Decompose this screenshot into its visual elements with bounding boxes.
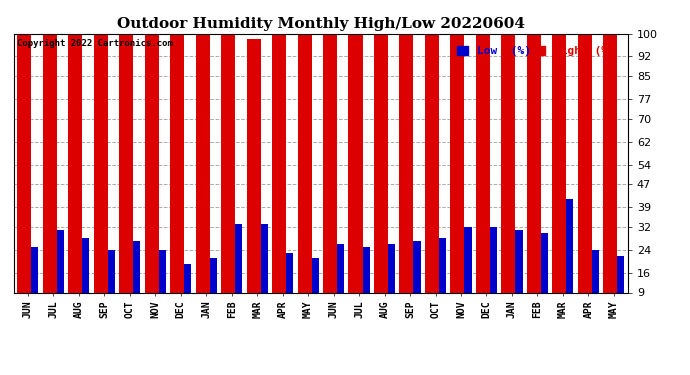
- Bar: [502, 34, 515, 318]
- Bar: [68, 34, 82, 318]
- Bar: [618, 255, 624, 318]
- Bar: [235, 224, 242, 318]
- Bar: [119, 34, 133, 318]
- Bar: [31, 247, 39, 318]
- Bar: [108, 250, 115, 318]
- Bar: [17, 34, 31, 318]
- Bar: [261, 224, 268, 318]
- Bar: [145, 34, 159, 318]
- Bar: [337, 244, 344, 318]
- Bar: [374, 34, 388, 318]
- Bar: [603, 34, 618, 318]
- Bar: [413, 242, 421, 318]
- Bar: [272, 34, 286, 318]
- Bar: [451, 34, 464, 318]
- Bar: [464, 227, 471, 318]
- Bar: [221, 34, 235, 318]
- Bar: [348, 34, 362, 318]
- Bar: [57, 230, 64, 318]
- Bar: [388, 244, 395, 318]
- Bar: [170, 34, 184, 318]
- Bar: [184, 264, 191, 318]
- Bar: [286, 253, 293, 318]
- Bar: [400, 34, 413, 318]
- Bar: [425, 34, 439, 318]
- Title: Outdoor Humidity Monthly High/Low 20220604: Outdoor Humidity Monthly High/Low 202206…: [117, 17, 525, 31]
- Bar: [541, 233, 548, 318]
- Bar: [323, 34, 337, 318]
- Bar: [566, 199, 573, 318]
- Bar: [297, 34, 312, 318]
- Bar: [553, 34, 566, 318]
- Bar: [515, 230, 522, 318]
- Bar: [312, 258, 319, 318]
- Bar: [490, 227, 497, 318]
- Bar: [592, 250, 599, 318]
- Bar: [43, 34, 57, 318]
- Bar: [246, 39, 261, 318]
- Bar: [210, 258, 217, 318]
- Bar: [133, 242, 140, 318]
- Bar: [82, 238, 89, 318]
- Bar: [578, 34, 592, 318]
- Text: Copyright 2022 Cartronics.com: Copyright 2022 Cartronics.com: [17, 39, 172, 48]
- Bar: [195, 34, 210, 318]
- Legend: Low  (%), High  (%): Low (%), High (%): [453, 42, 619, 61]
- Bar: [476, 34, 490, 318]
- Bar: [94, 34, 108, 318]
- Bar: [527, 34, 541, 318]
- Bar: [362, 247, 370, 318]
- Bar: [159, 250, 166, 318]
- Bar: [439, 238, 446, 318]
